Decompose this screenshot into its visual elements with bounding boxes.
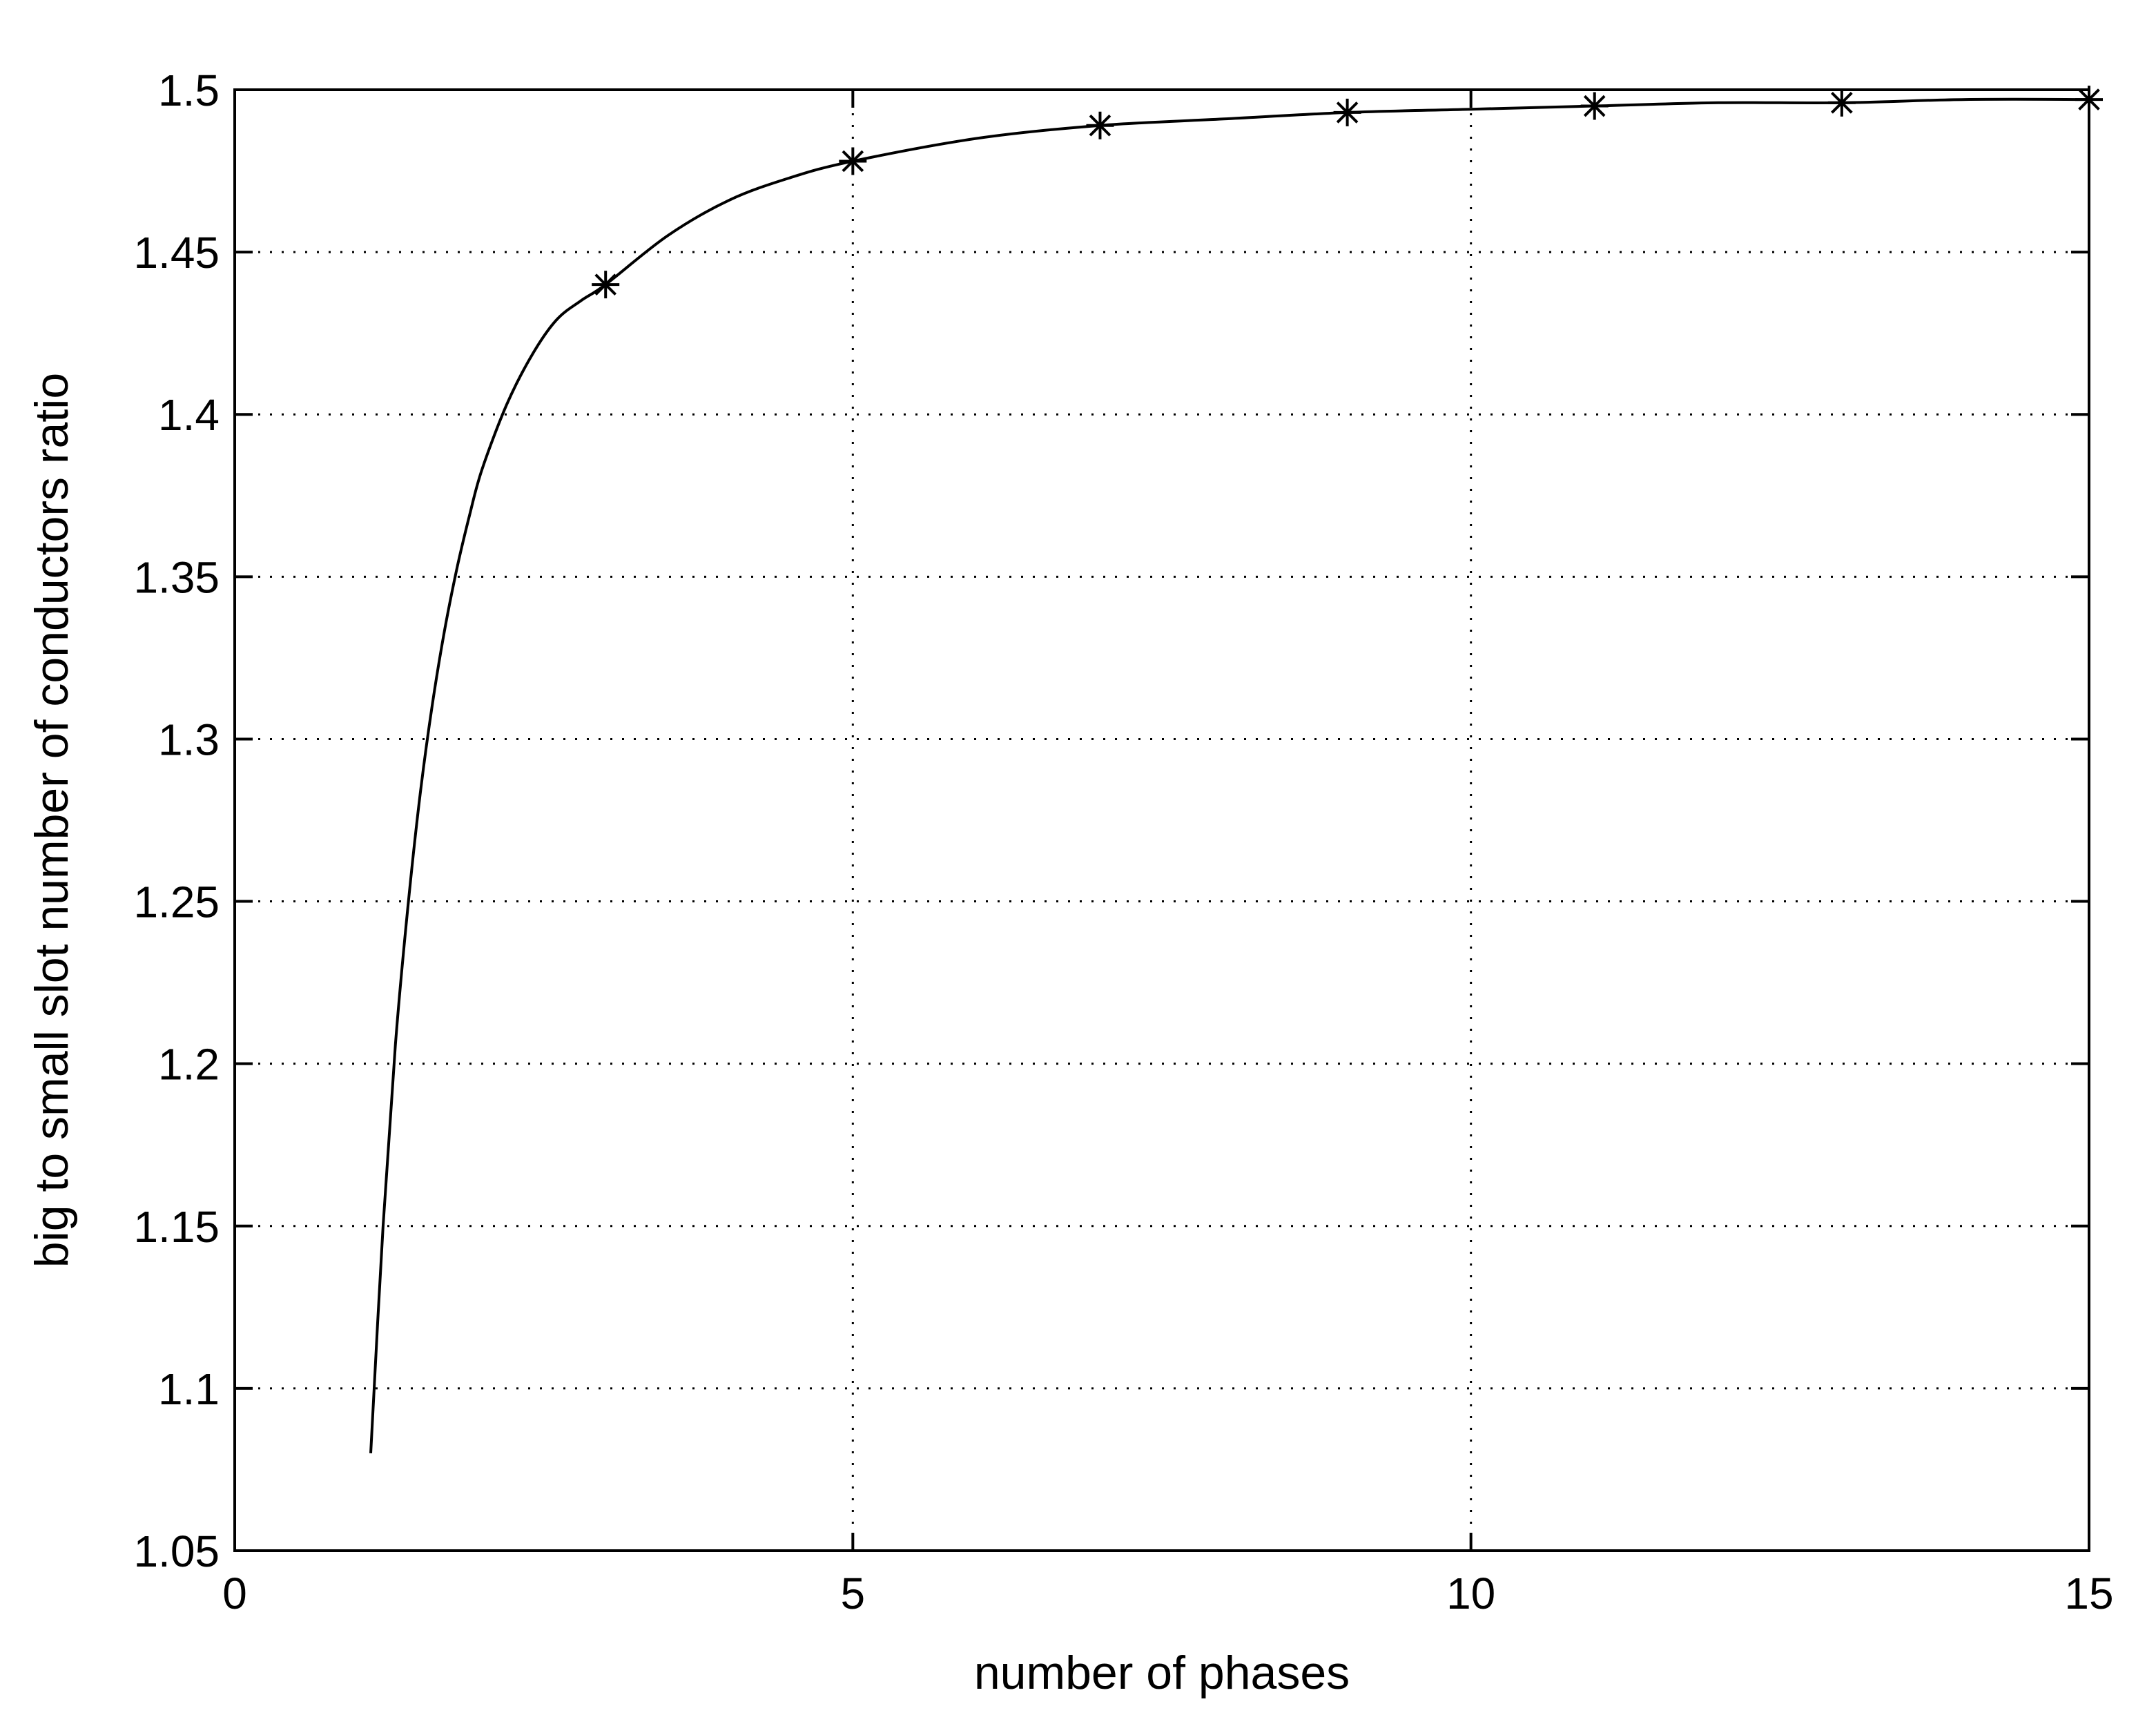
- y-tick-label: 1.05: [133, 1527, 220, 1576]
- asterisk-marker: [1580, 92, 1609, 120]
- y-tick-label: 1.4: [158, 390, 220, 440]
- y-tick-label: 1.15: [133, 1202, 220, 1252]
- x-tick-label: 5: [841, 1569, 866, 1618]
- y-tick-label: 1.35: [133, 552, 220, 602]
- y-tick-label: 1.1: [158, 1364, 220, 1414]
- asterisk-stroke: [1089, 114, 1111, 137]
- y-tick-label: 1.3: [158, 715, 220, 764]
- asterisk-stroke: [594, 273, 617, 295]
- asterisk-marker: [1086, 111, 1114, 139]
- grid-lines: [235, 90, 2089, 1551]
- asterisk-marker: [839, 147, 867, 175]
- x-tick-label: 10: [1446, 1569, 1495, 1618]
- asterisk-stroke: [1831, 91, 1853, 114]
- asterisk-marker: [1333, 98, 1361, 126]
- x-tick-labels: 0 5 10 15: [222, 1569, 2113, 1618]
- y-tick-label: 1.5: [158, 66, 220, 115]
- asterisk-stroke: [1583, 95, 1606, 117]
- plot-area-frame: [233, 88, 2090, 1552]
- asterisk-stroke: [1336, 101, 1359, 124]
- x-tick-label: 15: [2064, 1569, 2113, 1618]
- y-tick-label: 1.2: [158, 1040, 220, 1089]
- asterisk-stroke: [842, 150, 864, 173]
- y-tick-label: 1.45: [133, 228, 220, 278]
- y-tick-label: 1.25: [133, 878, 220, 927]
- y-tick-labels: 1.05 1.1 1.15 1.2 1.25 1.3 1.35 1.4 1.45 1.5: [133, 66, 220, 1576]
- asterisk-marker: [592, 271, 620, 299]
- y-axis-label: big to small slot number of conductors r…: [26, 373, 78, 1268]
- asterisk-marker: [1827, 88, 1856, 117]
- x-tick-label: 0: [222, 1569, 247, 1618]
- x-axis-label: number of phases: [974, 1647, 1350, 1699]
